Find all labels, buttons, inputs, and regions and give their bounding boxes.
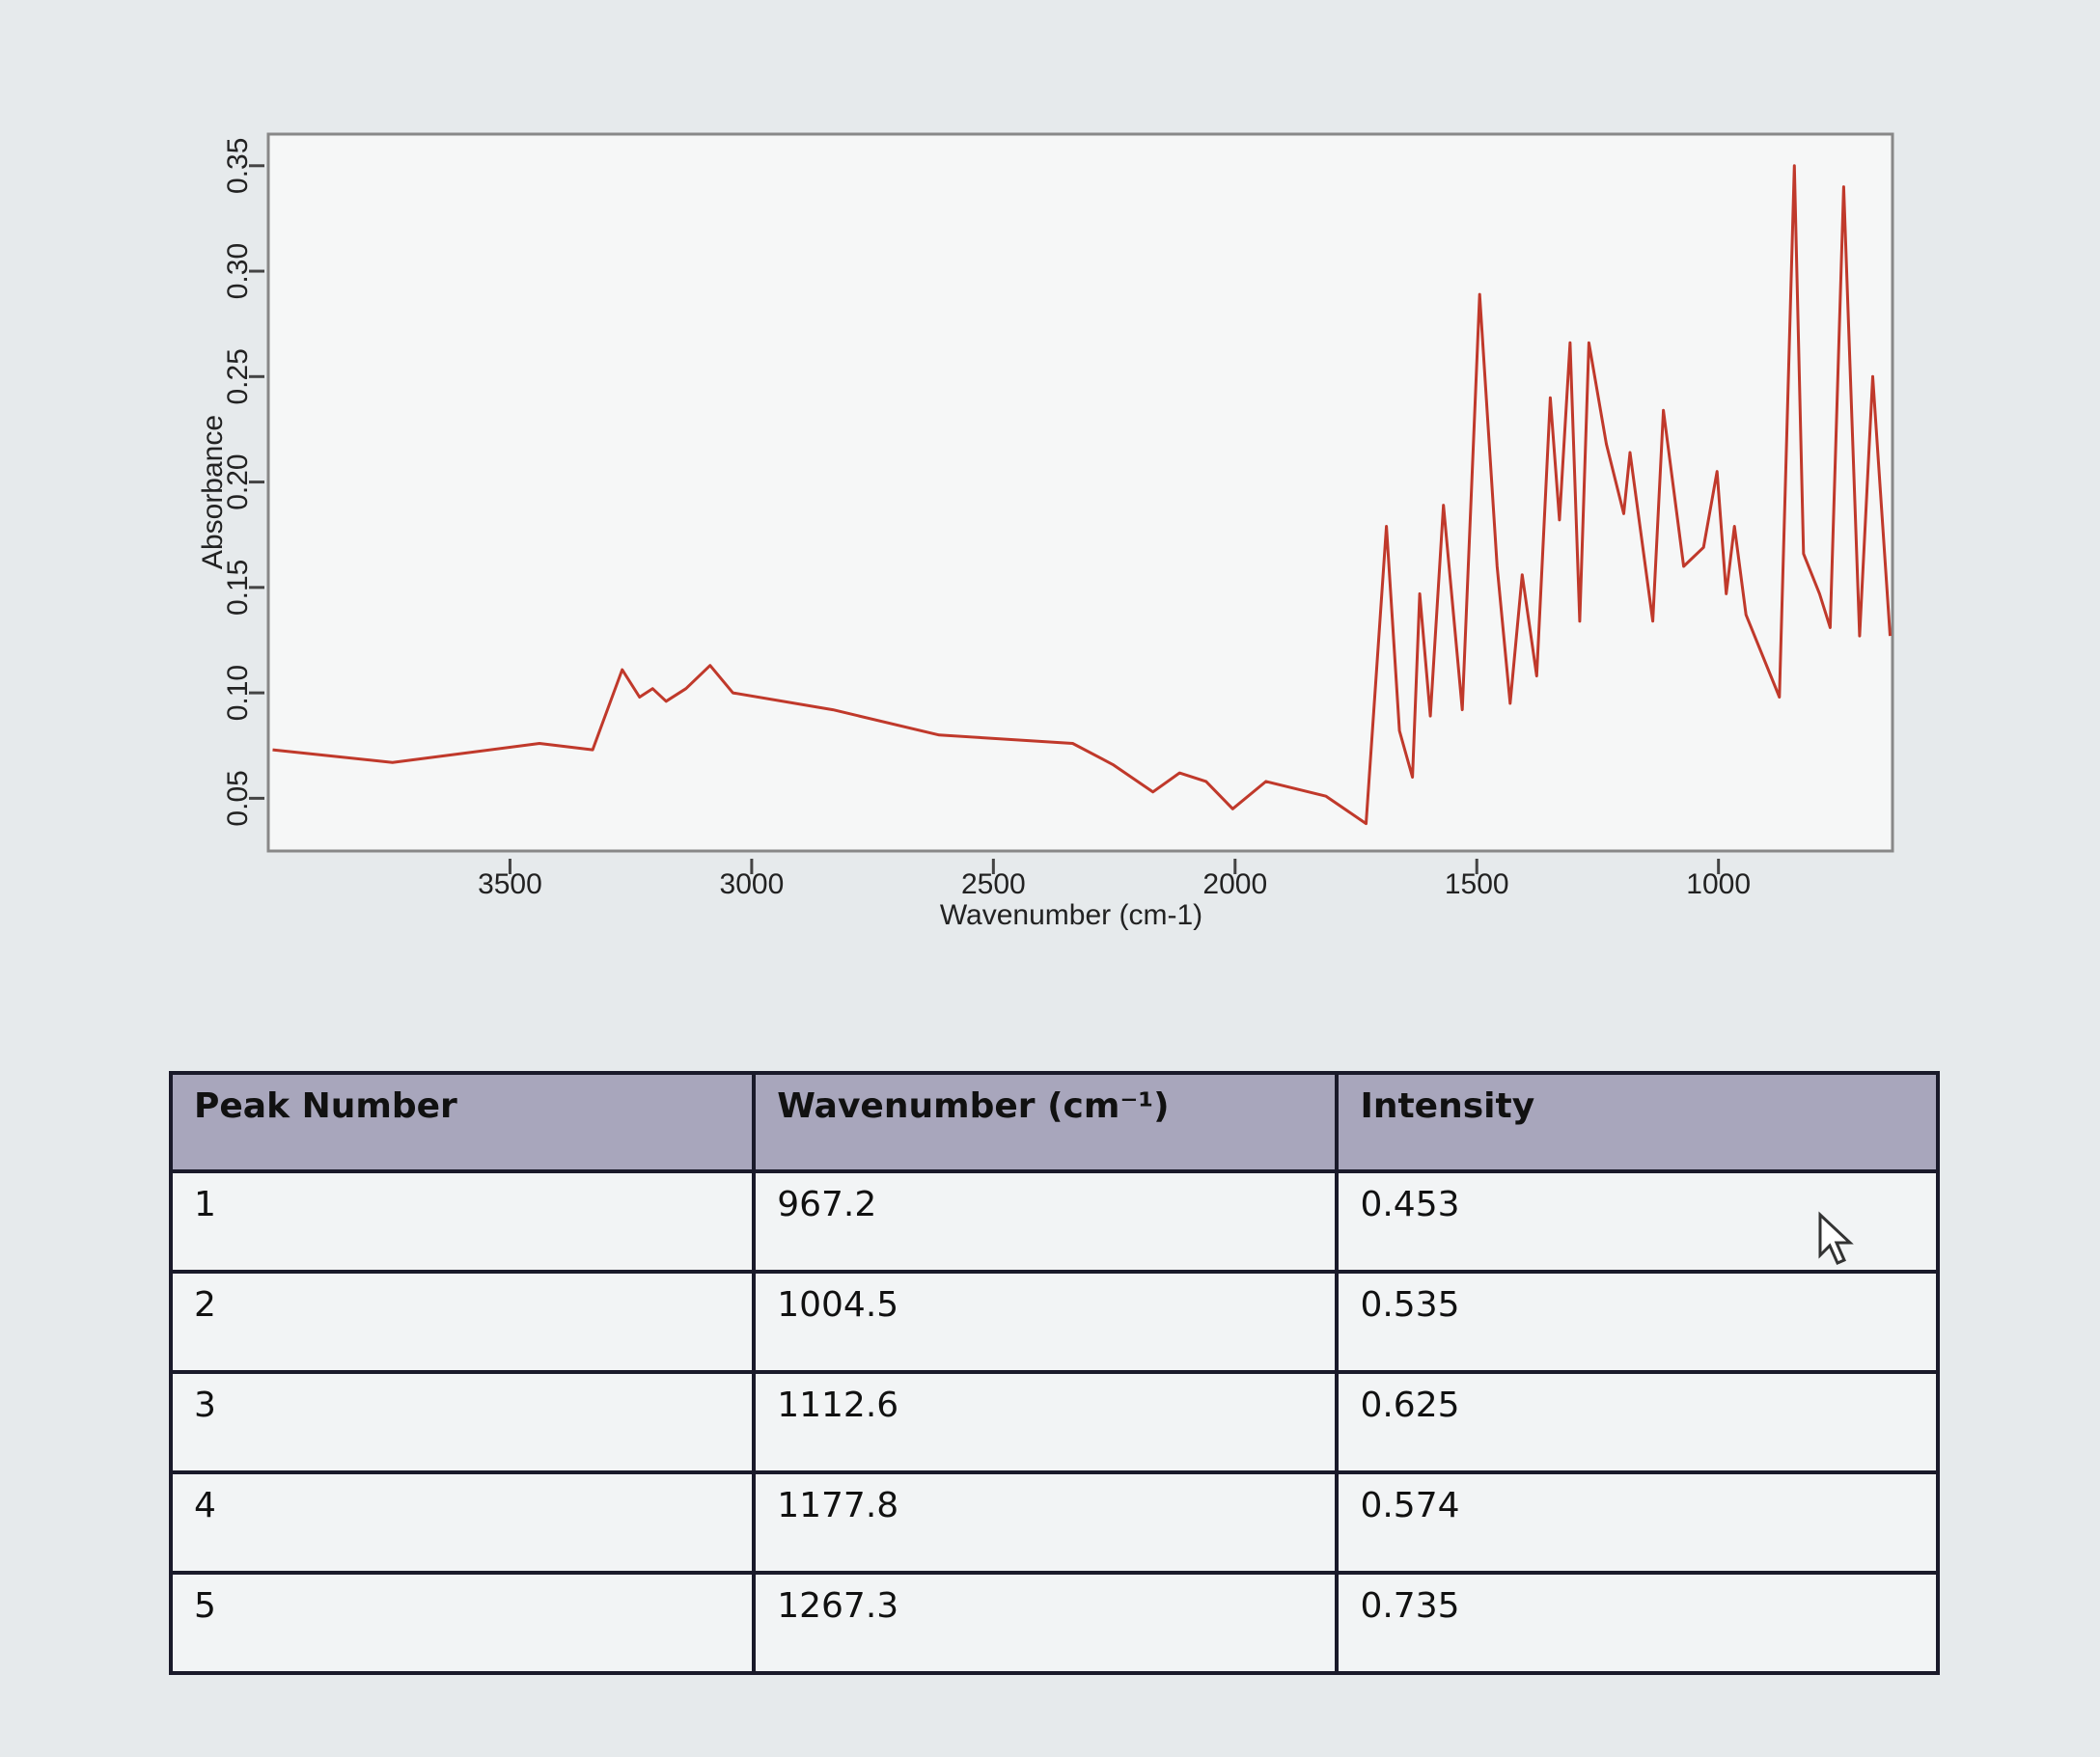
header-cell: Wavenumber (cm⁻¹) bbox=[752, 1071, 1340, 1173]
table-cell: 2 bbox=[168, 1270, 757, 1374]
table-cell: 0.625 bbox=[1335, 1370, 1940, 1474]
y-tick-label: 0.10 bbox=[222, 665, 254, 721]
y-tick-label: 0.30 bbox=[222, 243, 254, 299]
x-tick-label: 3000 bbox=[720, 868, 785, 900]
table-cell: 0.735 bbox=[1335, 1571, 1940, 1675]
y-tick-label: 0.05 bbox=[222, 770, 254, 826]
table-body: 1 967.2 0.453 2 1004.5 0.535 3 1112.6 0.625 4 1177… bbox=[168, 1169, 1940, 1675]
y-tick-label: 0.35 bbox=[222, 138, 254, 194]
x-tick-label: 1500 bbox=[1445, 868, 1509, 900]
chart: Wavenumber (cm-1) Absorbance 3500 3000 250… bbox=[197, 132, 1894, 931]
x-tick-label: 2500 bbox=[961, 868, 1026, 900]
table-row: 1 967.2 0.453 bbox=[168, 1169, 1940, 1274]
x-axis-label: Wavenumber (cm-1) bbox=[940, 899, 1202, 931]
header-cell: Intensity bbox=[1335, 1071, 1940, 1173]
y-tick-label: 0.25 bbox=[222, 348, 254, 404]
table-row: 3 1112.6 0.625 bbox=[168, 1370, 1940, 1474]
table-cell: 1112.6 bbox=[752, 1370, 1340, 1474]
header-cell: Peak Number bbox=[168, 1071, 757, 1173]
table-cell: 1 bbox=[168, 1169, 757, 1274]
peak-table: Peak Number Wavenumber (cm⁻¹) Intensity … bbox=[168, 1071, 1940, 1675]
spectrum-line bbox=[272, 164, 1892, 826]
table-cell: 967.2 bbox=[752, 1169, 1340, 1274]
table-cell: 3 bbox=[168, 1370, 757, 1474]
table-cell: 5 bbox=[168, 1571, 757, 1675]
table-cell: 4 bbox=[168, 1470, 757, 1575]
table-cell: 0.535 bbox=[1335, 1270, 1940, 1374]
plot-frame bbox=[266, 132, 1894, 853]
table-cell: 0.574 bbox=[1335, 1470, 1940, 1575]
table-row: 4 1177.8 0.574 bbox=[168, 1470, 1940, 1575]
table-cell: 1004.5 bbox=[752, 1270, 1340, 1374]
y-tick-label: 0.15 bbox=[222, 560, 254, 616]
table-cell: 1267.3 bbox=[752, 1571, 1340, 1675]
mouse-cursor bbox=[1818, 1211, 1854, 1265]
header-row: Peak Number Wavenumber (cm⁻¹) Intensity bbox=[168, 1071, 1940, 1173]
y-axis-label: Absorbance bbox=[197, 415, 229, 569]
table-cell: 1177.8 bbox=[752, 1470, 1340, 1575]
table-row: 2 1004.5 0.535 bbox=[168, 1270, 1940, 1374]
x-tick-label: 1000 bbox=[1686, 868, 1751, 900]
x-tick-label: 3500 bbox=[478, 868, 542, 900]
x-tick-label: 2000 bbox=[1202, 868, 1267, 900]
y-tick-label: 0.20 bbox=[222, 453, 254, 509]
table-row: 5 1267.3 0.735 bbox=[168, 1571, 1940, 1675]
